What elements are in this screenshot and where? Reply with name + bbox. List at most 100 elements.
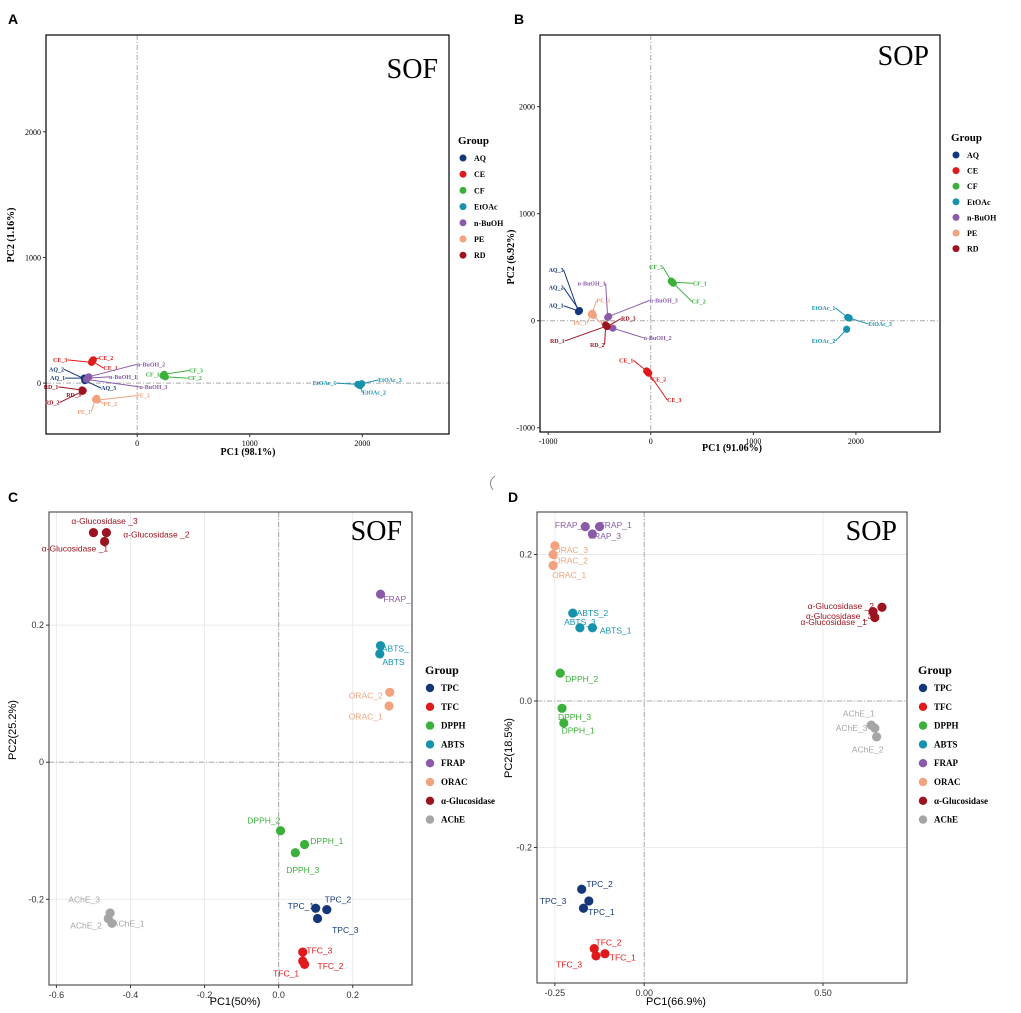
legend-swatch: [952, 245, 960, 253]
data-point: [870, 612, 880, 623]
x-tick-label: 0.00: [635, 988, 653, 998]
data-label: α-Glucosidase _1: [801, 617, 868, 627]
data-point: [275, 826, 286, 836]
data-label: PE_3: [596, 298, 610, 304]
legend-swatch: [918, 815, 928, 824]
data-point: [375, 641, 386, 651]
data-label: PE_2: [103, 402, 117, 408]
data-point: [93, 396, 101, 404]
data-point: [877, 602, 887, 612]
data-label: ABTS: [382, 657, 405, 667]
x-tick-label: -0.4: [123, 990, 139, 1000]
data-label: AChE_3: [68, 894, 100, 904]
data-point: [589, 943, 599, 954]
legend-title: Group: [918, 663, 952, 677]
data-label: CE_2: [99, 356, 113, 362]
data-label: TFC_3: [556, 960, 582, 970]
y-tick-label: -1000: [516, 424, 535, 433]
panel-letter: D: [508, 489, 518, 505]
leader-line: [605, 283, 609, 318]
data-point: [299, 839, 310, 850]
data-label: FRAP_: [383, 594, 411, 604]
data-label: ORAC_1: [349, 711, 383, 721]
data-label: AQ_3: [101, 386, 116, 392]
legend-label: ABTS: [934, 739, 958, 749]
data-label: TPC_1: [588, 907, 615, 917]
x-axis-label: PC1 (91.06%): [702, 443, 762, 454]
data-point: [99, 536, 110, 547]
data-label: CE_2: [652, 378, 666, 384]
leader-line: [58, 386, 83, 391]
data-point: [645, 369, 653, 377]
data-label: FRAP_2: [555, 520, 587, 530]
data-label: ABTS_3: [564, 617, 596, 627]
x-tick-label: 0: [135, 439, 139, 448]
plot-frame: [48, 511, 413, 986]
panel-title: SOF: [351, 516, 402, 547]
data-point: [870, 723, 880, 733]
data-label: EtOAc_2: [362, 391, 386, 397]
data-point: [299, 959, 310, 970]
legend-label: FRAP: [441, 758, 465, 768]
panel-d: D -0.25 0.00 0.50 -0.2 0.0 0.2 PC1(66.9%) PC2(18…: [503, 489, 988, 1008]
stray-arc: [489, 475, 496, 491]
legend-label: PE: [967, 229, 977, 238]
legend-label: α-Glucosidase: [934, 796, 988, 806]
data-label: AChE_1: [843, 708, 875, 718]
data-label: n-BuOH_1: [578, 281, 606, 287]
data-label: CE_3: [667, 398, 681, 404]
data-label: TFC_1: [273, 968, 299, 978]
y-tick-label: 1000: [519, 210, 535, 219]
data-point: [550, 541, 560, 551]
data-label: EtOAc_3: [868, 322, 892, 328]
data-point: [107, 918, 117, 928]
y-tick-label: 2000: [519, 103, 535, 112]
legend-label: CE: [474, 170, 485, 179]
y-tick-label: -0.2: [28, 894, 44, 904]
data-label: α-Glucosidase _3: [806, 611, 873, 621]
data-label: n-BuOH_1: [109, 375, 137, 381]
leader-line: [564, 325, 607, 342]
legend-swatch: [425, 683, 435, 693]
data-point: [605, 312, 613, 321]
data-label: EtOAc_3: [378, 378, 402, 384]
legend-label: AChE: [441, 815, 465, 825]
legend-swatch: [952, 182, 960, 190]
legend-swatch: [459, 154, 467, 162]
data-label: CF_1: [693, 281, 707, 287]
data-label: TPC_2: [586, 879, 613, 889]
legend-swatch: [425, 815, 435, 824]
legend-swatch: [952, 167, 960, 175]
plot-area: [49, 512, 412, 985]
leader-line: [86, 378, 140, 388]
data-point: [574, 308, 583, 316]
plot-area: [46, 35, 449, 434]
data-point: [584, 896, 594, 906]
data-point: [555, 668, 565, 678]
y-tick-label: 0: [37, 379, 41, 388]
data-label: CF_3: [189, 369, 203, 375]
data-label: PE_3: [136, 394, 150, 400]
data-point: [298, 947, 308, 957]
data-label: α-Glucosidase _2: [123, 530, 190, 540]
leader-line: [563, 269, 579, 312]
data-point: [88, 527, 99, 538]
data-point: [667, 277, 675, 285]
legend-label: PE: [474, 235, 484, 244]
legend-title: Group: [951, 132, 982, 144]
data-point: [322, 904, 332, 915]
data-label: TPC_2: [325, 894, 352, 904]
data-label: ORAC_2: [349, 691, 383, 701]
data-point: [548, 560, 558, 571]
data-label: AQ_2: [49, 367, 64, 373]
data-label: TFC_1: [610, 952, 636, 962]
legend-swatch: [459, 170, 467, 178]
data-label: CF_2: [692, 299, 706, 305]
data-point: [557, 703, 567, 713]
data-label: TPC_3: [540, 896, 567, 906]
leader-line: [164, 370, 190, 375]
data-label: ABTS_2: [577, 608, 609, 618]
data-label: ABTS_: [382, 643, 409, 653]
data-point: [578, 903, 589, 913]
leader-line: [59, 390, 83, 404]
